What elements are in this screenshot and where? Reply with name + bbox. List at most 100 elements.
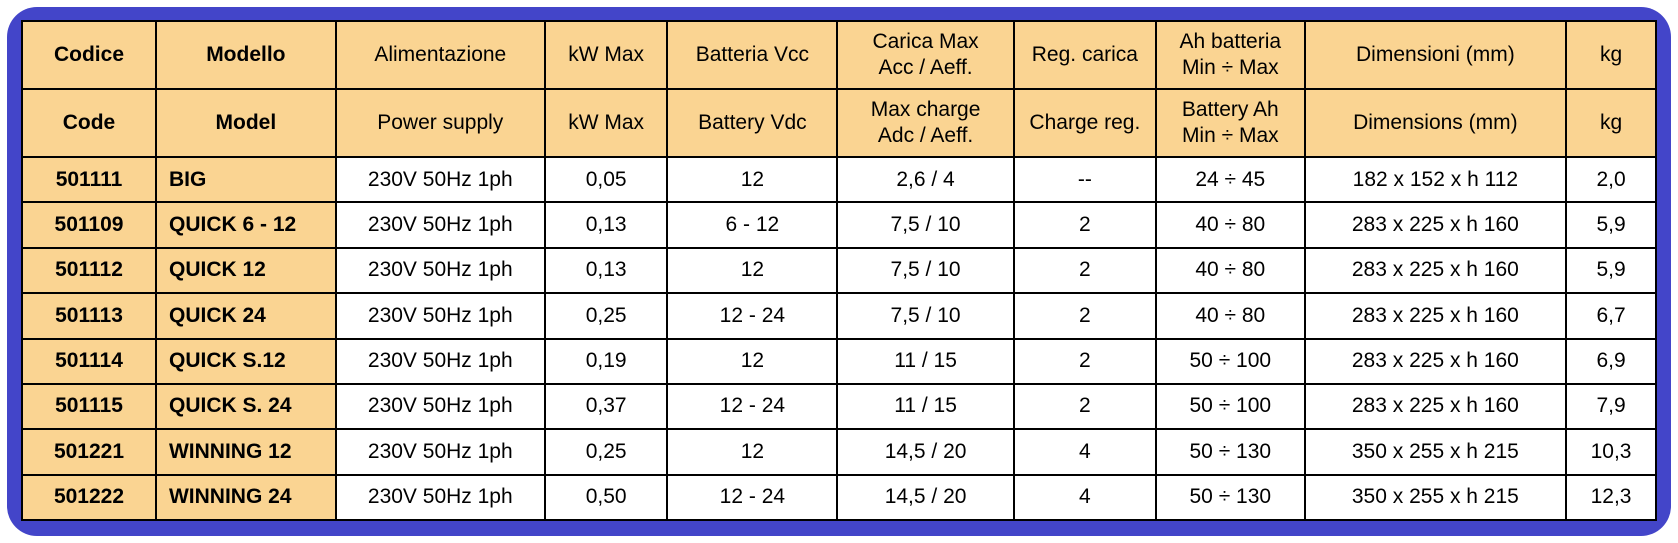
cell-codice: 501222 xyxy=(21,473,157,522)
header-kw-max-it: kW Max xyxy=(543,20,669,90)
cell-batteria-vcc: 6 - 12 xyxy=(666,201,839,249)
cell-codice: 501111 xyxy=(21,155,157,204)
header-kw-max-en: kW Max xyxy=(543,88,669,158)
table-row: 501111 BIG 230V 50Hz 1ph 0,05 12 2,6 / 4… xyxy=(21,155,1657,204)
cell-kg: 6,9 xyxy=(1565,337,1657,385)
cell-modello: QUICK 24 xyxy=(154,292,337,340)
cell-ah-batteria: 40 ÷ 80 xyxy=(1154,246,1306,295)
cell-ah-batteria: 50 ÷ 130 xyxy=(1154,428,1306,476)
cell-codice: 501115 xyxy=(21,382,157,431)
header-carica-max: Carica Max Acc / Aeff. xyxy=(836,20,1015,90)
table-row: 501109 QUICK 6 - 12 230V 50Hz 1ph 0,13 6… xyxy=(21,201,1657,249)
cell-codice: 501112 xyxy=(21,246,157,295)
header-row-italian: Codice Modello Alimentazione kW Max Batt… xyxy=(21,20,1657,90)
cell-carica-max: 7,5 / 10 xyxy=(836,246,1015,295)
cell-ah-batteria: 40 ÷ 80 xyxy=(1154,292,1306,340)
cell-modello: QUICK 12 xyxy=(154,246,337,295)
cell-codice: 501221 xyxy=(21,428,157,476)
cell-dimensioni: 182 x 152 x h 112 xyxy=(1303,155,1568,204)
header-dimensions: Dimensions (mm) xyxy=(1303,88,1568,158)
cell-modello: WINNING 12 xyxy=(154,428,337,476)
header-power-supply: Power supply xyxy=(334,88,546,158)
cell-ah-batteria: 50 ÷ 130 xyxy=(1154,473,1306,522)
cell-dimensioni: 283 x 225 x h 160 xyxy=(1303,292,1568,340)
header-battery-vdc: Battery Vdc xyxy=(666,88,839,158)
table-row: 501222 WINNING 24 230V 50Hz 1ph 0,50 12 … xyxy=(21,473,1657,522)
cell-alimentazione: 230V 50Hz 1ph xyxy=(334,292,546,340)
cell-kw-max: 0,37 xyxy=(543,382,669,431)
cell-carica-max: 11 / 15 xyxy=(836,382,1015,431)
cell-reg-carica: 2 xyxy=(1012,246,1157,295)
header-codice: Codice xyxy=(21,20,157,90)
cell-kg: 7,9 xyxy=(1565,382,1657,431)
cell-modello: QUICK S. 24 xyxy=(154,382,337,431)
cell-reg-carica: 4 xyxy=(1012,473,1157,522)
battery-charger-spec-table: Codice Modello Alimentazione kW Max Batt… xyxy=(21,20,1657,522)
cell-kg: 5,9 xyxy=(1565,201,1657,249)
cell-ah-batteria: 50 ÷ 100 xyxy=(1154,382,1306,431)
header-modello: Modello xyxy=(154,20,337,90)
cell-ah-batteria: 50 ÷ 100 xyxy=(1154,337,1306,385)
cell-carica-max: 11 / 15 xyxy=(836,337,1015,385)
cell-kw-max: 0,13 xyxy=(543,246,669,295)
cell-modello: QUICK 6 - 12 xyxy=(154,201,337,249)
cell-carica-max: 2,6 / 4 xyxy=(836,155,1015,204)
cell-kg: 6,7 xyxy=(1565,292,1657,340)
cell-batteria-vcc: 12 - 24 xyxy=(666,382,839,431)
cell-reg-carica: 2 xyxy=(1012,337,1157,385)
cell-kw-max: 0,50 xyxy=(543,473,669,522)
cell-batteria-vcc: 12 xyxy=(666,155,839,204)
header-alimentazione: Alimentazione xyxy=(334,20,546,90)
cell-batteria-vcc: 12 xyxy=(666,428,839,476)
header-row-english: Code Model Power supply kW Max Battery V… xyxy=(21,88,1657,158)
cell-ah-batteria: 24 ÷ 45 xyxy=(1154,155,1306,204)
cell-alimentazione: 230V 50Hz 1ph xyxy=(334,337,546,385)
cell-dimensioni: 350 x 255 x h 215 xyxy=(1303,473,1568,522)
cell-kw-max: 0,13 xyxy=(543,201,669,249)
cell-dimensioni: 283 x 225 x h 160 xyxy=(1303,201,1568,249)
cell-kw-max: 0,25 xyxy=(543,292,669,340)
cell-batteria-vcc: 12 xyxy=(666,337,839,385)
cell-ah-batteria: 40 ÷ 80 xyxy=(1154,201,1306,249)
cell-carica-max: 14,5 / 20 xyxy=(836,473,1015,522)
cell-codice: 501114 xyxy=(21,337,157,385)
cell-dimensioni: 283 x 225 x h 160 xyxy=(1303,337,1568,385)
cell-kg: 5,9 xyxy=(1565,246,1657,295)
table-row: 501113 QUICK 24 230V 50Hz 1ph 0,25 12 - … xyxy=(21,292,1657,340)
header-max-charge: Max charge Adc / Aeff. xyxy=(836,88,1015,158)
cell-modello: QUICK S.12 xyxy=(154,337,337,385)
cell-kg: 12,3 xyxy=(1565,473,1657,522)
cell-alimentazione: 230V 50Hz 1ph xyxy=(334,155,546,204)
header-reg-carica: Reg. carica xyxy=(1012,20,1157,90)
cell-kg: 10,3 xyxy=(1565,428,1657,476)
cell-alimentazione: 230V 50Hz 1ph xyxy=(334,201,546,249)
cell-carica-max: 7,5 / 10 xyxy=(836,201,1015,249)
cell-alimentazione: 230V 50Hz 1ph xyxy=(334,246,546,295)
cell-kw-max: 0,05 xyxy=(543,155,669,204)
cell-batteria-vcc: 12 xyxy=(666,246,839,295)
header-batteria-vcc: Batteria Vcc xyxy=(666,20,839,90)
cell-dimensioni: 283 x 225 x h 160 xyxy=(1303,246,1568,295)
header-ah-batteria: Ah batteria Min ÷ Max xyxy=(1154,20,1306,90)
table-row: 501115 QUICK S. 24 230V 50Hz 1ph 0,37 12… xyxy=(21,382,1657,431)
cell-batteria-vcc: 12 - 24 xyxy=(666,473,839,522)
cell-kw-max: 0,25 xyxy=(543,428,669,476)
cell-alimentazione: 230V 50Hz 1ph xyxy=(334,382,546,431)
header-kg-it: kg xyxy=(1565,20,1657,90)
header-battery-ah: Battery Ah Min ÷ Max xyxy=(1154,88,1306,158)
cell-kg: 2,0 xyxy=(1565,155,1657,204)
cell-kw-max: 0,19 xyxy=(543,337,669,385)
cell-carica-max: 14,5 / 20 xyxy=(836,428,1015,476)
header-dimensioni: Dimensioni (mm) xyxy=(1303,20,1568,90)
cell-reg-carica: 2 xyxy=(1012,382,1157,431)
header-charge-reg: Charge reg. xyxy=(1012,88,1157,158)
table-row: 501112 QUICK 12 230V 50Hz 1ph 0,13 12 7,… xyxy=(21,246,1657,295)
cell-modello: BIG xyxy=(154,155,337,204)
table-row: 501114 QUICK S.12 230V 50Hz 1ph 0,19 12 … xyxy=(21,337,1657,385)
header-code: Code xyxy=(21,88,157,158)
cell-alimentazione: 230V 50Hz 1ph xyxy=(334,473,546,522)
header-kg-en: kg xyxy=(1565,88,1657,158)
cell-dimensioni: 350 x 255 x h 215 xyxy=(1303,428,1568,476)
cell-carica-max: 7,5 / 10 xyxy=(836,292,1015,340)
cell-reg-carica: -- xyxy=(1012,155,1157,204)
